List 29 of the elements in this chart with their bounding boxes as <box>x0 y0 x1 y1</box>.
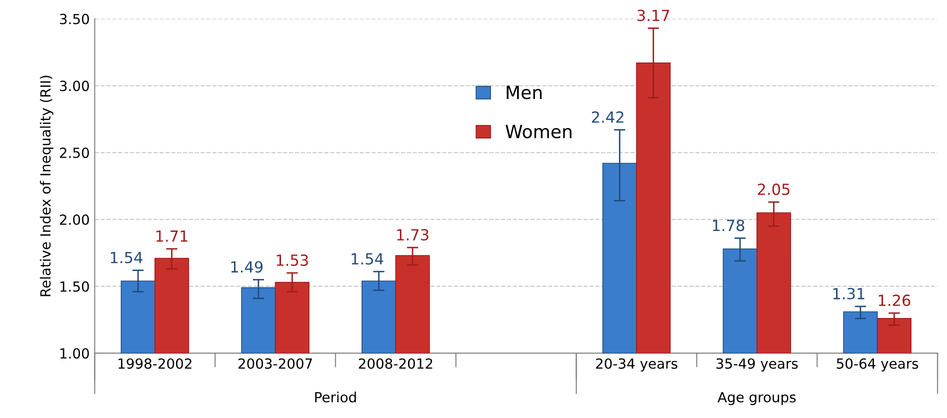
data-label: 3.17 <box>638 10 670 22</box>
data-label: 1.53 <box>276 254 308 266</box>
y-tick-label: 1.00 <box>60 348 89 359</box>
data-label: 1.78 <box>712 220 744 232</box>
y-tick-label: 2.50 <box>60 148 89 158</box>
data-label: 1.31 <box>833 288 864 300</box>
x-tick-label: 2003-2007 <box>238 358 312 369</box>
y-axis-title: Relative Index of Inequality (RII) <box>40 76 54 296</box>
data-label: 1.71 <box>156 230 188 242</box>
y-tick-label: 3.50 <box>60 14 89 24</box>
legend-label: Men <box>506 86 542 100</box>
x-tick-label: 35-49 years <box>716 358 798 372</box>
data-label: 2.05 <box>758 184 790 196</box>
data-label: 1.54 <box>110 252 142 264</box>
x-tick-label: 1998-2002 <box>118 358 192 369</box>
y-tick-label: 2.00 <box>60 214 89 225</box>
legend-label: Women <box>506 124 572 138</box>
data-label: 1.26 <box>878 294 910 306</box>
data-label: 1.49 <box>231 261 263 273</box>
data-label: 2.42 <box>592 111 624 123</box>
x-tick-label: 20-34 years <box>596 358 678 372</box>
y-tick-label: 1.50 <box>60 281 89 292</box>
x-tick-label: 2008-2012 <box>358 358 432 369</box>
data-label: 1.73 <box>397 229 428 241</box>
text: Period <box>315 392 356 402</box>
y-tick-label: 3.00 <box>60 80 89 92</box>
text: Age groups <box>718 392 796 406</box>
x-tick-label: 50-64 years <box>836 358 918 372</box>
data-label: 1.54 <box>352 253 384 265</box>
